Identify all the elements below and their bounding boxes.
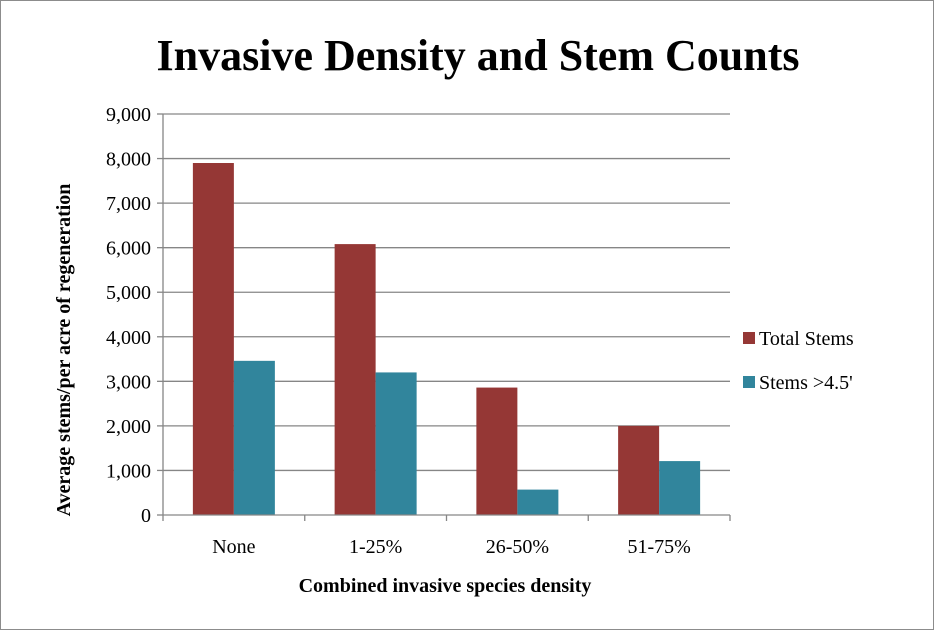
x-axis-label: Combined invasive species density bbox=[299, 575, 592, 597]
x-axis: None 1-25% 26-50% 51-75% bbox=[162, 114, 731, 558]
y-axis-ticks: 0 1,000 2,000 3,000 4,000 5,000 6,000 7,000 8,00… bbox=[106, 104, 163, 527]
bar-stems-over-4-5-1 bbox=[375, 372, 417, 515]
bar-stems-over-4-5-3 bbox=[659, 461, 701, 515]
bar-total-stems-2 bbox=[476, 387, 518, 515]
bar-stems-over-4-5-0 bbox=[233, 360, 275, 515]
x-tick-label: 26-50% bbox=[486, 536, 549, 558]
bar-total-stems-0 bbox=[192, 163, 234, 515]
legend-swatch bbox=[743, 332, 755, 344]
y-tick-label: 9,000 bbox=[106, 104, 151, 126]
legend-label: Stems >4.5' bbox=[759, 372, 853, 394]
y-tick-label: 5,000 bbox=[106, 282, 151, 304]
legend-swatch bbox=[743, 376, 755, 388]
y-tick-label: 2,000 bbox=[106, 416, 151, 438]
bar-total-stems-1 bbox=[334, 244, 376, 515]
y-tick-label: 8,000 bbox=[106, 149, 151, 171]
y-tick-label: 6,000 bbox=[106, 238, 151, 260]
y-tick-label: 3,000 bbox=[106, 371, 151, 393]
bar-stems-over-4-5-2 bbox=[517, 489, 559, 515]
x-tick-label: 51-75% bbox=[627, 536, 690, 558]
chart-title: Invasive Density and Stem Counts bbox=[157, 31, 800, 80]
y-tick-label: 0 bbox=[141, 505, 151, 527]
y-tick-label: 7,000 bbox=[106, 193, 151, 215]
y-axis-label: Average stems/per acre of regeneration bbox=[53, 184, 75, 517]
legend-label: Total Stems bbox=[759, 328, 854, 350]
x-tick-label: 1-25% bbox=[349, 536, 402, 558]
bars bbox=[192, 163, 701, 515]
legend: Total Stems Stems >4.5' bbox=[743, 328, 854, 394]
bar-total-stems-3 bbox=[618, 425, 660, 515]
y-tick-label: 4,000 bbox=[106, 327, 151, 349]
y-tick-label: 1,000 bbox=[106, 460, 151, 482]
x-tick-label: None bbox=[212, 536, 255, 558]
